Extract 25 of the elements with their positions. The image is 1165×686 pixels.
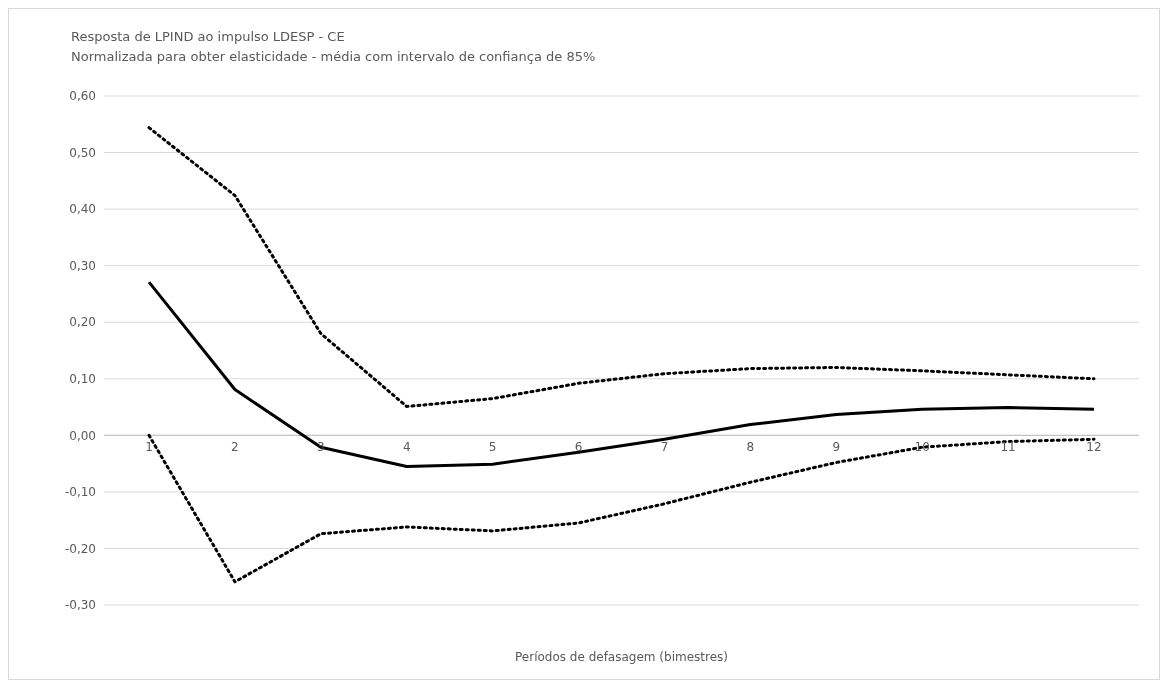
- x-tick-label: 6: [574, 440, 583, 455]
- y-tick-label: -0,20: [64, 541, 96, 556]
- x-tick-label: 12: [1086, 440, 1102, 455]
- y-tick-label: 0,30: [69, 258, 96, 273]
- x-tick-label: 2: [231, 440, 239, 455]
- y-tick-label: -0,30: [64, 598, 96, 613]
- x-tick-label: 11: [1000, 440, 1016, 455]
- x-tick-label: 5: [488, 440, 497, 455]
- chart-title: Resposta de LPIND ao impulso LDESP - CE: [71, 28, 346, 46]
- y-tick-label: 0,20: [69, 315, 96, 330]
- y-tick-label: 0,60: [69, 89, 96, 104]
- x-tick-label: 4: [402, 440, 411, 455]
- x-tick-label: 9: [832, 440, 841, 455]
- x-tick-label: 8: [746, 440, 755, 455]
- y-tick-label: 0,10: [69, 372, 96, 387]
- x-tick-label: 7: [660, 440, 669, 455]
- x-tick-label: 1: [145, 440, 153, 455]
- y-tick-label: 0,50: [69, 145, 96, 160]
- chart-subtitle: Normalizada para obter elasticidade - média com intervalo de confiança de 85%: [71, 48, 596, 66]
- x-tick-label: 3: [317, 440, 325, 455]
- y-tick-label: -0,10: [64, 485, 96, 500]
- y-tick-label: 0,00: [69, 428, 96, 443]
- y-tick-label: 0,40: [69, 202, 96, 217]
- x-axis-title: Períodos de defasagem (bimestres): [515, 650, 728, 664]
- line-series: [147, 126, 1096, 408]
